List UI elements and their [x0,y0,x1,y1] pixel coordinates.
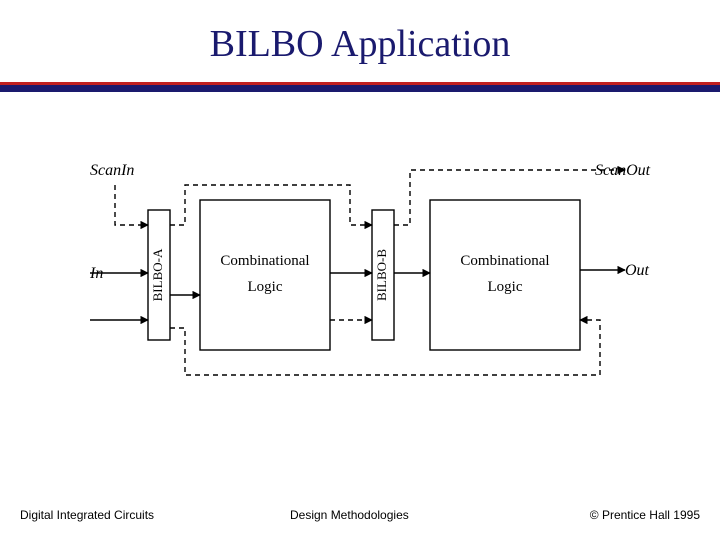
edge-scanin-to-a [115,185,148,225]
title-rule [0,82,720,92]
footer-left: Digital Integrated Circuits [20,508,154,522]
box: Combinational Logic [430,200,580,350]
svg-text:Combinational: Combinational [220,253,309,269]
svg-text:Combinational: Combinational [460,253,549,269]
title-rule-navy [0,85,720,92]
label-scan_in: ScanIn [90,162,134,179]
footer-center: Design Methodologies [290,508,409,522]
box: BILBO-B [372,210,394,340]
box: BILBO-A [148,210,170,340]
box: Combinational Logic [200,200,330,350]
edge-feedback [170,320,600,375]
slide-title: BILBO Application [0,22,720,66]
svg-text:Logic: Logic [248,279,283,295]
svg-text:BILBO-A: BILBO-A [150,248,165,301]
footer-right: © Prentice Hall 1995 [590,508,700,522]
svg-text:Logic: Logic [488,279,523,295]
label-out: Out [625,262,650,279]
edge-b-to-scanout [394,170,625,225]
svg-text:BILBO-B: BILBO-B [374,249,389,301]
bilbo-diagram: BILBO-A Combinational Logic BILBO-B Combinat… [70,140,660,400]
